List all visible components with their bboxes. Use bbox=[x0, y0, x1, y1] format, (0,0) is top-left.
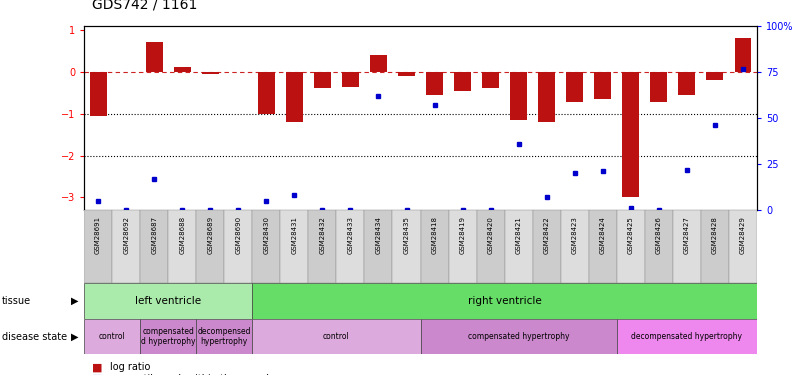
Text: GSM28688: GSM28688 bbox=[179, 216, 185, 254]
Bar bbox=[645, 210, 673, 283]
Bar bbox=[224, 210, 252, 283]
Bar bbox=[252, 210, 280, 283]
Bar bbox=[336, 210, 364, 283]
Bar bbox=[392, 210, 421, 283]
Text: GSM28421: GSM28421 bbox=[516, 216, 521, 254]
Bar bbox=[84, 283, 252, 319]
Text: GSM28430: GSM28430 bbox=[264, 216, 269, 254]
Bar bbox=[421, 319, 617, 354]
Bar bbox=[421, 210, 449, 283]
Text: ■: ■ bbox=[92, 363, 103, 372]
Text: GSM28431: GSM28431 bbox=[292, 216, 297, 254]
Text: GSM28420: GSM28420 bbox=[488, 216, 493, 254]
Bar bbox=[594, 72, 611, 99]
Bar bbox=[561, 210, 589, 283]
Text: GDS742 / 1161: GDS742 / 1161 bbox=[92, 0, 198, 11]
Bar bbox=[84, 319, 140, 354]
Text: disease state: disease state bbox=[2, 332, 66, 342]
Bar bbox=[622, 72, 639, 198]
Bar bbox=[174, 67, 191, 72]
Bar bbox=[196, 210, 224, 283]
Bar bbox=[90, 72, 107, 116]
Text: right ventricle: right ventricle bbox=[468, 296, 541, 306]
Bar bbox=[342, 72, 359, 87]
Text: compensated hypertrophy: compensated hypertrophy bbox=[468, 332, 570, 341]
Text: GSM28423: GSM28423 bbox=[572, 216, 578, 254]
Bar bbox=[280, 210, 308, 283]
Bar bbox=[538, 72, 555, 122]
Text: compensated
d hypertrophy: compensated d hypertrophy bbox=[141, 327, 195, 346]
Bar bbox=[202, 72, 219, 74]
Bar bbox=[706, 72, 723, 80]
Text: decompensated hypertrophy: decompensated hypertrophy bbox=[631, 332, 743, 341]
Bar bbox=[729, 210, 757, 283]
Bar bbox=[482, 72, 499, 88]
Bar bbox=[286, 72, 303, 122]
Text: left ventricle: left ventricle bbox=[135, 296, 201, 306]
Bar bbox=[314, 72, 331, 88]
Text: GSM28426: GSM28426 bbox=[656, 216, 662, 254]
Bar bbox=[566, 72, 583, 102]
Text: ▶: ▶ bbox=[70, 332, 78, 342]
Text: GSM28689: GSM28689 bbox=[207, 216, 213, 254]
Bar bbox=[252, 283, 757, 319]
Text: GSM28428: GSM28428 bbox=[712, 216, 718, 254]
Bar bbox=[510, 72, 527, 120]
Bar bbox=[673, 210, 701, 283]
Text: GSM28418: GSM28418 bbox=[432, 216, 437, 254]
Bar bbox=[252, 319, 421, 354]
Text: control: control bbox=[323, 332, 350, 341]
Bar bbox=[370, 55, 387, 72]
Bar bbox=[617, 210, 645, 283]
Text: GSM28690: GSM28690 bbox=[235, 216, 241, 254]
Bar bbox=[140, 210, 168, 283]
Text: tissue: tissue bbox=[2, 296, 30, 306]
Text: GSM28422: GSM28422 bbox=[544, 216, 549, 254]
Bar bbox=[650, 72, 667, 102]
Bar bbox=[168, 210, 196, 283]
Text: decompensed
hypertrophy: decompensed hypertrophy bbox=[198, 327, 251, 346]
Text: GSM28691: GSM28691 bbox=[95, 216, 101, 254]
Bar bbox=[678, 72, 695, 95]
Bar bbox=[112, 210, 140, 283]
Bar bbox=[196, 319, 252, 354]
Text: ■: ■ bbox=[92, 374, 103, 375]
Bar bbox=[84, 210, 112, 283]
Bar bbox=[477, 210, 505, 283]
Text: GSM28427: GSM28427 bbox=[684, 216, 690, 254]
Text: control: control bbox=[99, 332, 126, 341]
Text: percentile rank within the sample: percentile rank within the sample bbox=[110, 374, 275, 375]
Text: GSM28692: GSM28692 bbox=[123, 216, 129, 254]
Bar bbox=[617, 319, 757, 354]
Text: GSM28419: GSM28419 bbox=[460, 216, 465, 254]
Bar bbox=[140, 319, 196, 354]
Text: GSM28687: GSM28687 bbox=[151, 216, 157, 254]
Text: GSM28424: GSM28424 bbox=[600, 216, 606, 254]
Bar bbox=[258, 72, 275, 114]
Bar bbox=[735, 38, 751, 72]
Bar bbox=[398, 72, 415, 75]
Bar bbox=[505, 210, 533, 283]
Bar bbox=[449, 210, 477, 283]
Bar bbox=[308, 210, 336, 283]
Text: GSM28434: GSM28434 bbox=[376, 216, 381, 254]
Text: GSM28429: GSM28429 bbox=[740, 216, 746, 254]
Text: log ratio: log ratio bbox=[110, 363, 150, 372]
Bar bbox=[533, 210, 561, 283]
Bar bbox=[701, 210, 729, 283]
Bar bbox=[426, 72, 443, 95]
Text: GSM28432: GSM28432 bbox=[320, 216, 325, 254]
Text: GSM28425: GSM28425 bbox=[628, 216, 634, 254]
Bar bbox=[364, 210, 392, 283]
Bar bbox=[146, 42, 163, 72]
Text: ▶: ▶ bbox=[70, 296, 78, 306]
Text: GSM28433: GSM28433 bbox=[348, 216, 353, 254]
Text: GSM28435: GSM28435 bbox=[404, 216, 409, 254]
Bar bbox=[454, 72, 471, 91]
Bar bbox=[589, 210, 617, 283]
